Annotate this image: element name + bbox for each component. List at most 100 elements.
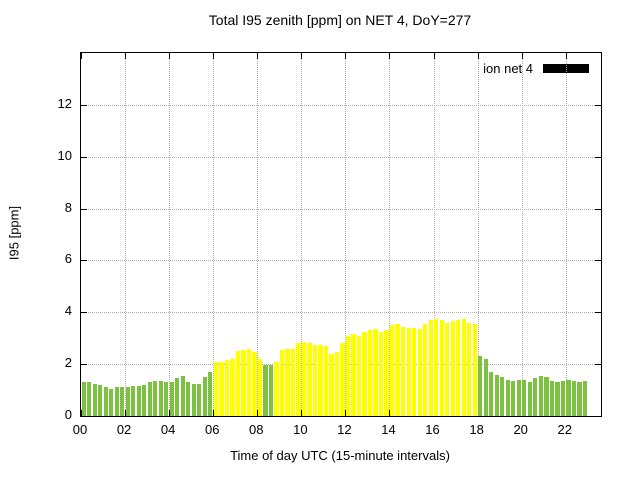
bar [560, 381, 566, 416]
bar [500, 377, 505, 416]
y-tick-mark [595, 364, 601, 366]
bar [417, 329, 422, 416]
chart-title: Total I95 zenith [ppm] on NET 4, DoY=277 [208, 12, 472, 28]
x-tick-mark [521, 53, 523, 59]
x-tick-mark [169, 53, 171, 59]
bar [329, 353, 334, 416]
bar [412, 327, 417, 416]
x-tick-label: 00 [72, 422, 88, 437]
v-gridline [213, 53, 215, 416]
bar [169, 382, 174, 416]
y-axis-label: I95 [ppm] [6, 205, 22, 261]
bar [334, 352, 340, 416]
y-tick-mark [81, 260, 87, 262]
bar [257, 358, 263, 416]
bar [406, 327, 411, 416]
y-tick-mark [595, 312, 601, 314]
bar [566, 379, 571, 416]
bar [208, 371, 213, 416]
bar [131, 386, 136, 416]
h-gridline [81, 104, 601, 106]
bar [279, 349, 285, 416]
legend-label: ion net 4 [483, 61, 533, 76]
v-gridline [389, 53, 391, 416]
y-tick-mark [81, 312, 87, 314]
bar [489, 371, 494, 416]
v-gridline [169, 53, 171, 416]
y-tick-label: 8 [64, 199, 72, 215]
bar [120, 387, 125, 416]
v-gridline [521, 53, 523, 416]
bar [340, 343, 345, 416]
bar [186, 382, 191, 416]
bar [450, 321, 455, 416]
bar [197, 383, 202, 416]
y-tick-label: 10 [57, 147, 72, 163]
bar [296, 343, 301, 416]
x-tick-mark [81, 53, 82, 59]
bar [571, 381, 577, 416]
x-tick-mark [477, 53, 479, 59]
bar [467, 322, 472, 416]
y-tick-mark [595, 156, 601, 158]
bar [175, 378, 180, 416]
bar [555, 382, 560, 416]
bar [235, 351, 241, 416]
bar [202, 377, 207, 416]
bar [423, 323, 428, 416]
bar [389, 325, 395, 416]
bar [191, 383, 196, 416]
v-gridline [125, 53, 127, 416]
bar [538, 375, 543, 416]
bar [87, 382, 92, 416]
bar [478, 356, 483, 416]
bar [92, 383, 97, 416]
x-tick-mark [565, 53, 567, 59]
bar [445, 322, 450, 416]
v-gridline [565, 53, 567, 416]
y-tick-label: 0 [64, 407, 72, 422]
bar [312, 344, 318, 416]
bar [147, 382, 152, 416]
h-gridline [81, 208, 601, 210]
bar [213, 361, 218, 416]
bar [274, 361, 279, 416]
bar [153, 381, 158, 416]
y-tick-label: 2 [64, 355, 72, 371]
bar [142, 384, 147, 416]
x-tick-label: 12 [337, 422, 352, 437]
bar [109, 388, 114, 416]
bar [268, 365, 274, 416]
y-tick-mark [81, 208, 87, 210]
x-tick-label: 20 [513, 422, 528, 437]
plot-area: ion net 4 [80, 52, 602, 417]
bar [373, 329, 378, 416]
y-tick-mark [595, 260, 601, 262]
bar [252, 352, 257, 416]
x-tick-label: 22 [557, 422, 572, 437]
h-gridline [81, 260, 601, 262]
x-tick-label: 06 [204, 422, 220, 437]
bar [582, 381, 588, 416]
bar [439, 320, 444, 416]
bar [136, 386, 141, 416]
v-gridline [433, 53, 435, 416]
y-tick-mark [595, 416, 601, 417]
legend: ion net 4 [483, 61, 589, 76]
x-tick-mark [213, 53, 215, 59]
y-tick-mark [81, 416, 87, 417]
h-gridline [81, 156, 601, 158]
v-gridline [301, 53, 303, 416]
x-tick-label: 18 [469, 422, 484, 437]
bar [164, 382, 169, 416]
bar [516, 379, 521, 416]
bar [362, 331, 367, 416]
bar [318, 344, 323, 416]
bar [290, 348, 296, 416]
y-tick-mark [81, 156, 87, 158]
bar [224, 360, 230, 416]
bar [472, 323, 477, 416]
bar [103, 387, 108, 416]
x-tick-mark [389, 53, 391, 59]
